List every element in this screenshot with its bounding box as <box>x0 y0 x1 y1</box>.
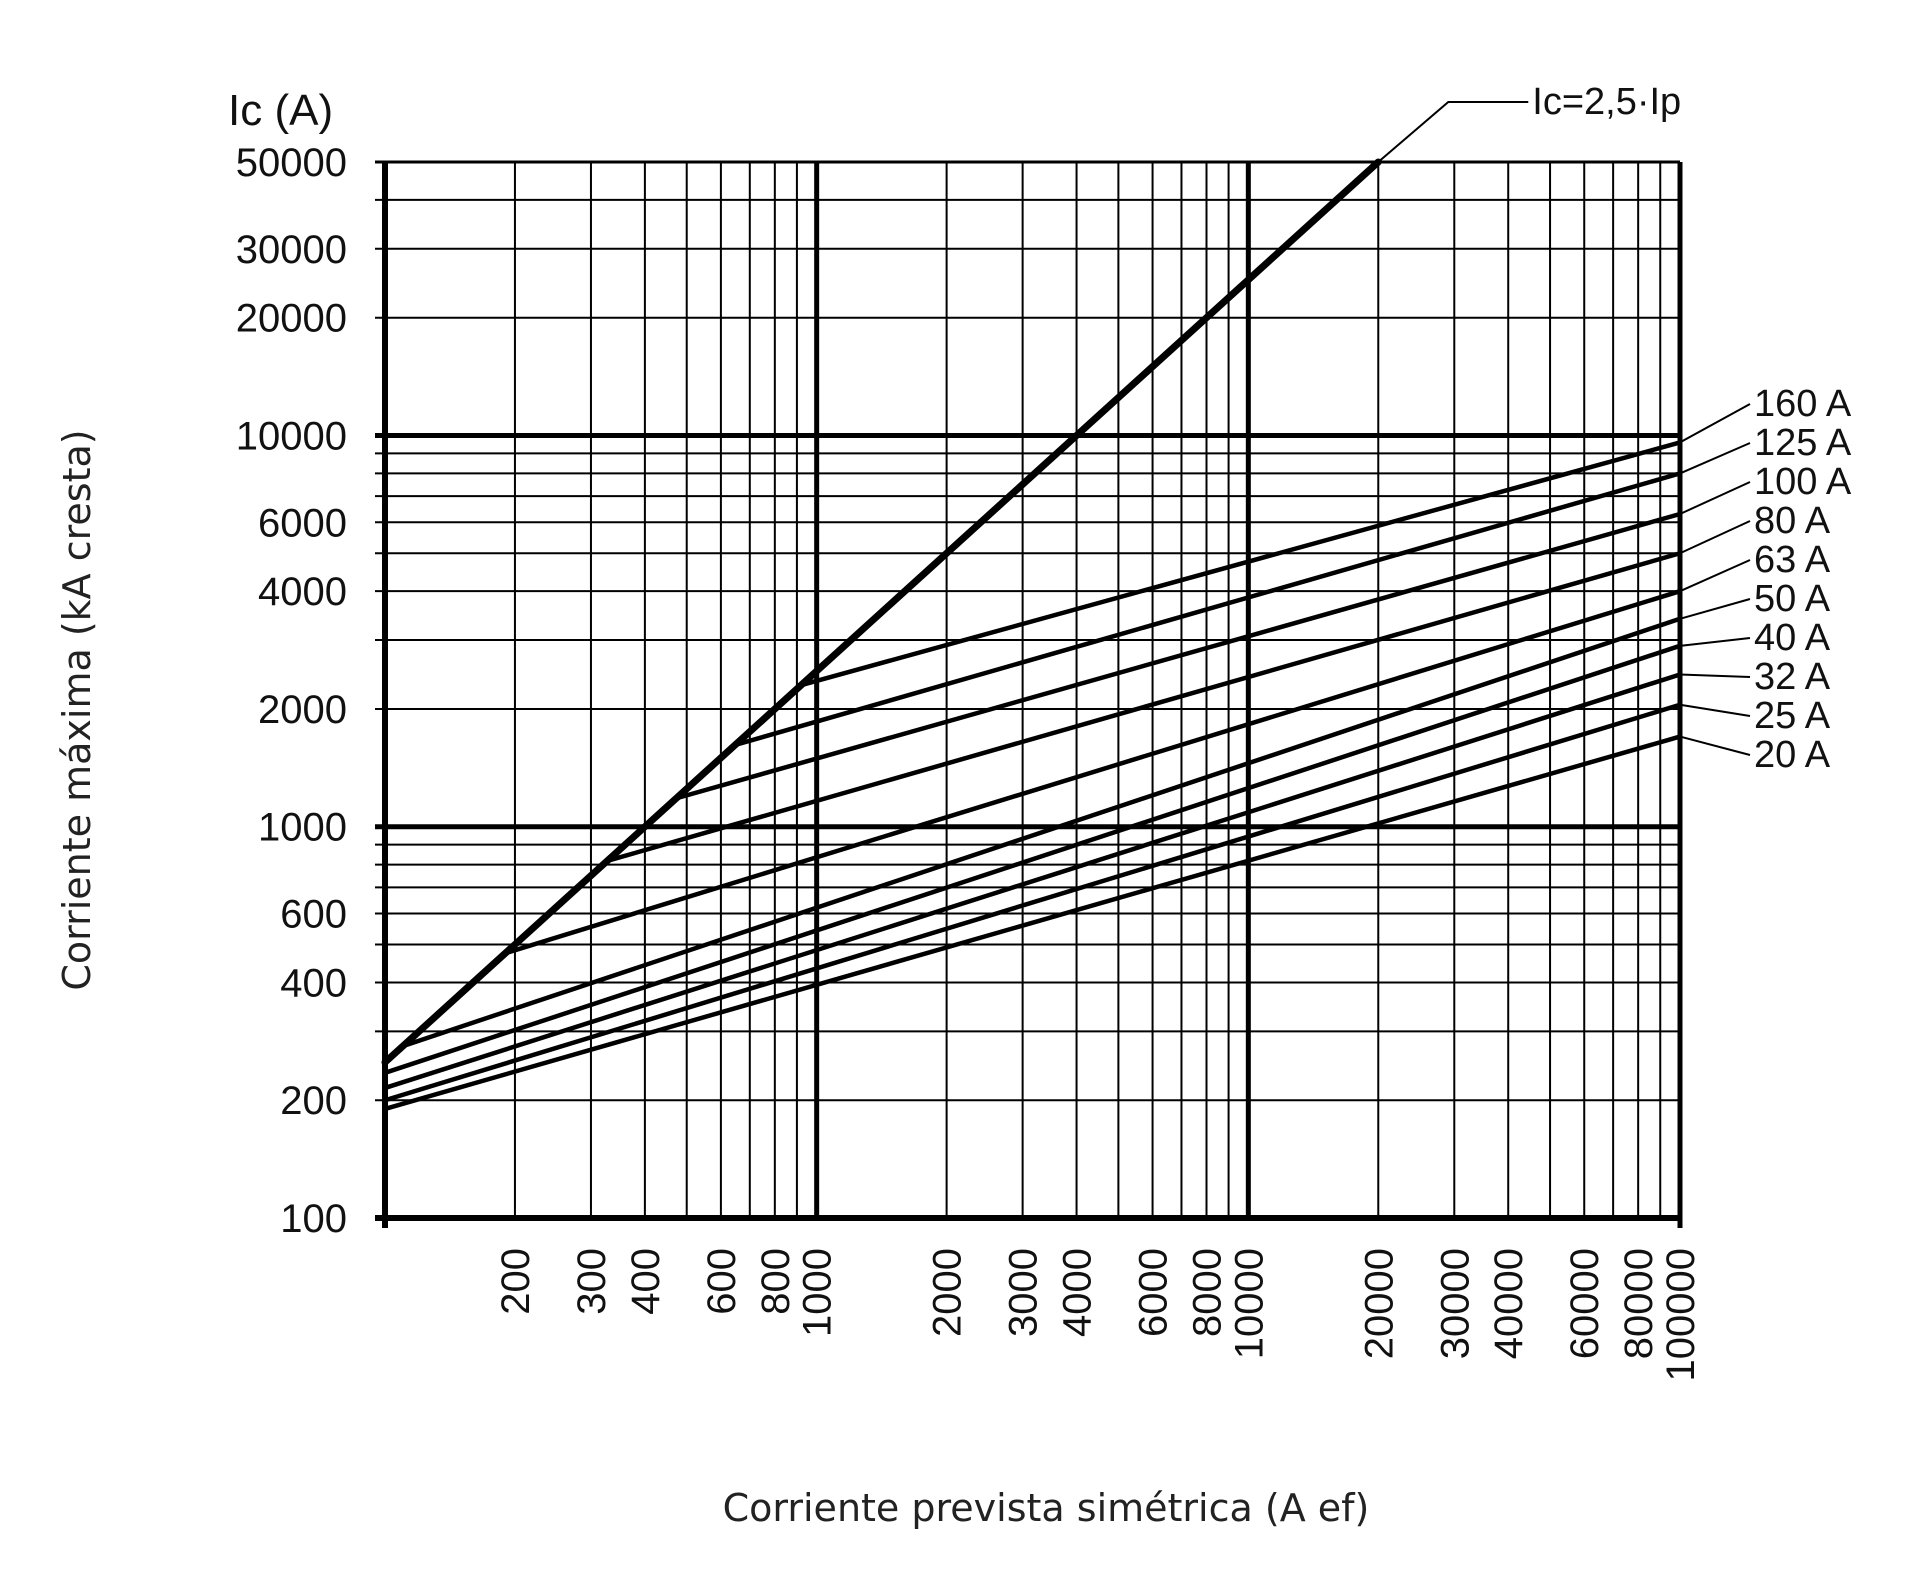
series-label: 160 A <box>1754 383 1852 425</box>
series-label: 100 A <box>1754 461 1852 503</box>
series-leader <box>1679 735 1751 756</box>
series-leader <box>1679 673 1751 678</box>
y-tick-label: 6000 <box>258 501 347 545</box>
y-tick-label: 200 <box>280 1079 347 1123</box>
envelope-line <box>381 158 1382 1066</box>
series-label: 63 A <box>1754 539 1831 581</box>
y-tick-label: 400 <box>280 961 347 1005</box>
x-tick-label: 40000 <box>1487 1248 1531 1359</box>
x-tick-label: 100000 <box>1659 1248 1703 1381</box>
x-tick-label: 3000 <box>1002 1248 1046 1337</box>
x-tick-label: 30000 <box>1433 1248 1477 1359</box>
fuse-curve-line <box>798 440 1683 688</box>
x-tick-label: 6000 <box>1132 1248 1176 1337</box>
x-tick-label: 80000 <box>1617 1248 1661 1359</box>
series-leader <box>1679 520 1751 555</box>
series-label: 125 A <box>1754 422 1852 464</box>
x-tick-label: 200 <box>494 1248 538 1315</box>
x-tick-label: 4000 <box>1056 1248 1100 1337</box>
x-tick-label: 800 <box>754 1248 798 1315</box>
x-tick-label: 8000 <box>1186 1248 1230 1337</box>
y-tick-label: 30000 <box>236 228 347 272</box>
y-tick-label: 100 <box>280 1197 347 1241</box>
series-leader <box>1679 442 1751 475</box>
fuse-curve-line <box>382 734 1683 1112</box>
series-leader <box>1679 637 1751 647</box>
series-label: 25 A <box>1754 695 1831 737</box>
x-tick-label: 10000 <box>1227 1248 1271 1359</box>
x-tick-label: 1000 <box>796 1248 840 1337</box>
y-tick-label: 2000 <box>258 688 347 732</box>
y-tick-label: 10000 <box>236 414 347 458</box>
fuse-curve-line <box>400 616 1683 1049</box>
x-tick-label: 600 <box>700 1248 744 1315</box>
series-label: 50 A <box>1754 578 1831 620</box>
fuse-curve-line <box>382 702 1683 1103</box>
series-label: 40 A <box>1754 617 1831 659</box>
y-tick-labels: 100 200 400 600 1000 2000 4000 6000 10000 20000 30… <box>236 141 347 1241</box>
series-leader <box>1679 481 1751 515</box>
y-tick-label: 20000 <box>236 297 347 341</box>
series-leader <box>1679 403 1751 444</box>
series-label: 32 A <box>1754 656 1831 698</box>
fuse-curve-line <box>382 672 1683 1091</box>
x-tick-label: 60000 <box>1563 1248 1607 1359</box>
chart-title: Ic (A) <box>228 86 333 135</box>
fuse-curve-line <box>733 471 1683 748</box>
x-tick-label: 20000 <box>1357 1248 1401 1359</box>
series-label: 20 A <box>1754 734 1831 776</box>
series-leader <box>1679 598 1751 620</box>
x-tick-label: 400 <box>624 1248 668 1315</box>
series-leader <box>1679 559 1751 593</box>
y-tick-label: 600 <box>280 893 347 937</box>
x-tick-label: 300 <box>570 1248 614 1315</box>
y-axis-title: Corriente máxima (kA cresta) <box>55 429 99 990</box>
x-axis-title: Corriente prevista simétrica (A ef) <box>723 1486 1370 1530</box>
envelope-label: Ic=2,5·Ip <box>1532 81 1681 123</box>
series-label: 80 A <box>1754 500 1831 542</box>
fuse-curve-line <box>382 643 1683 1076</box>
leader-lines <box>1377 101 1751 756</box>
y-tick-label: 1000 <box>258 806 347 850</box>
series-lines <box>381 158 1683 1112</box>
x-tick-label: 2000 <box>926 1248 970 1337</box>
fuse-curve-line <box>606 551 1683 863</box>
major-grid <box>375 160 1683 1228</box>
series-leader <box>1679 703 1751 717</box>
fuse-curve-line <box>503 588 1683 956</box>
envelope-leader <box>1377 101 1529 163</box>
y-tick-label: 50000 <box>236 141 347 185</box>
y-tick-label: 4000 <box>258 570 347 614</box>
fuse-curve-line <box>672 511 1683 801</box>
